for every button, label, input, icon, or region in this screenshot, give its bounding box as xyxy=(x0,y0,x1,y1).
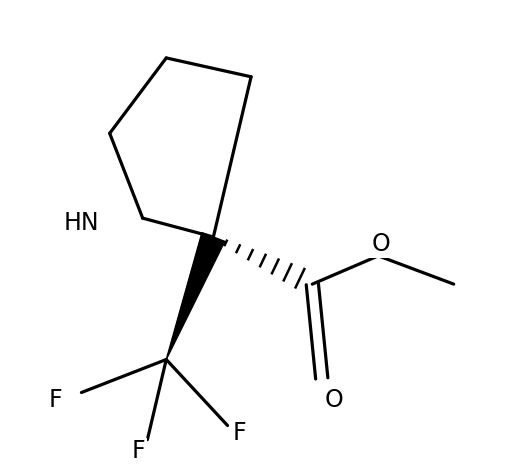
Text: O: O xyxy=(324,388,343,411)
Text: O: O xyxy=(371,232,390,256)
Text: F: F xyxy=(48,388,63,411)
Polygon shape xyxy=(166,233,225,359)
Text: HN: HN xyxy=(64,211,99,235)
Text: F: F xyxy=(232,420,246,445)
Text: F: F xyxy=(131,439,145,464)
